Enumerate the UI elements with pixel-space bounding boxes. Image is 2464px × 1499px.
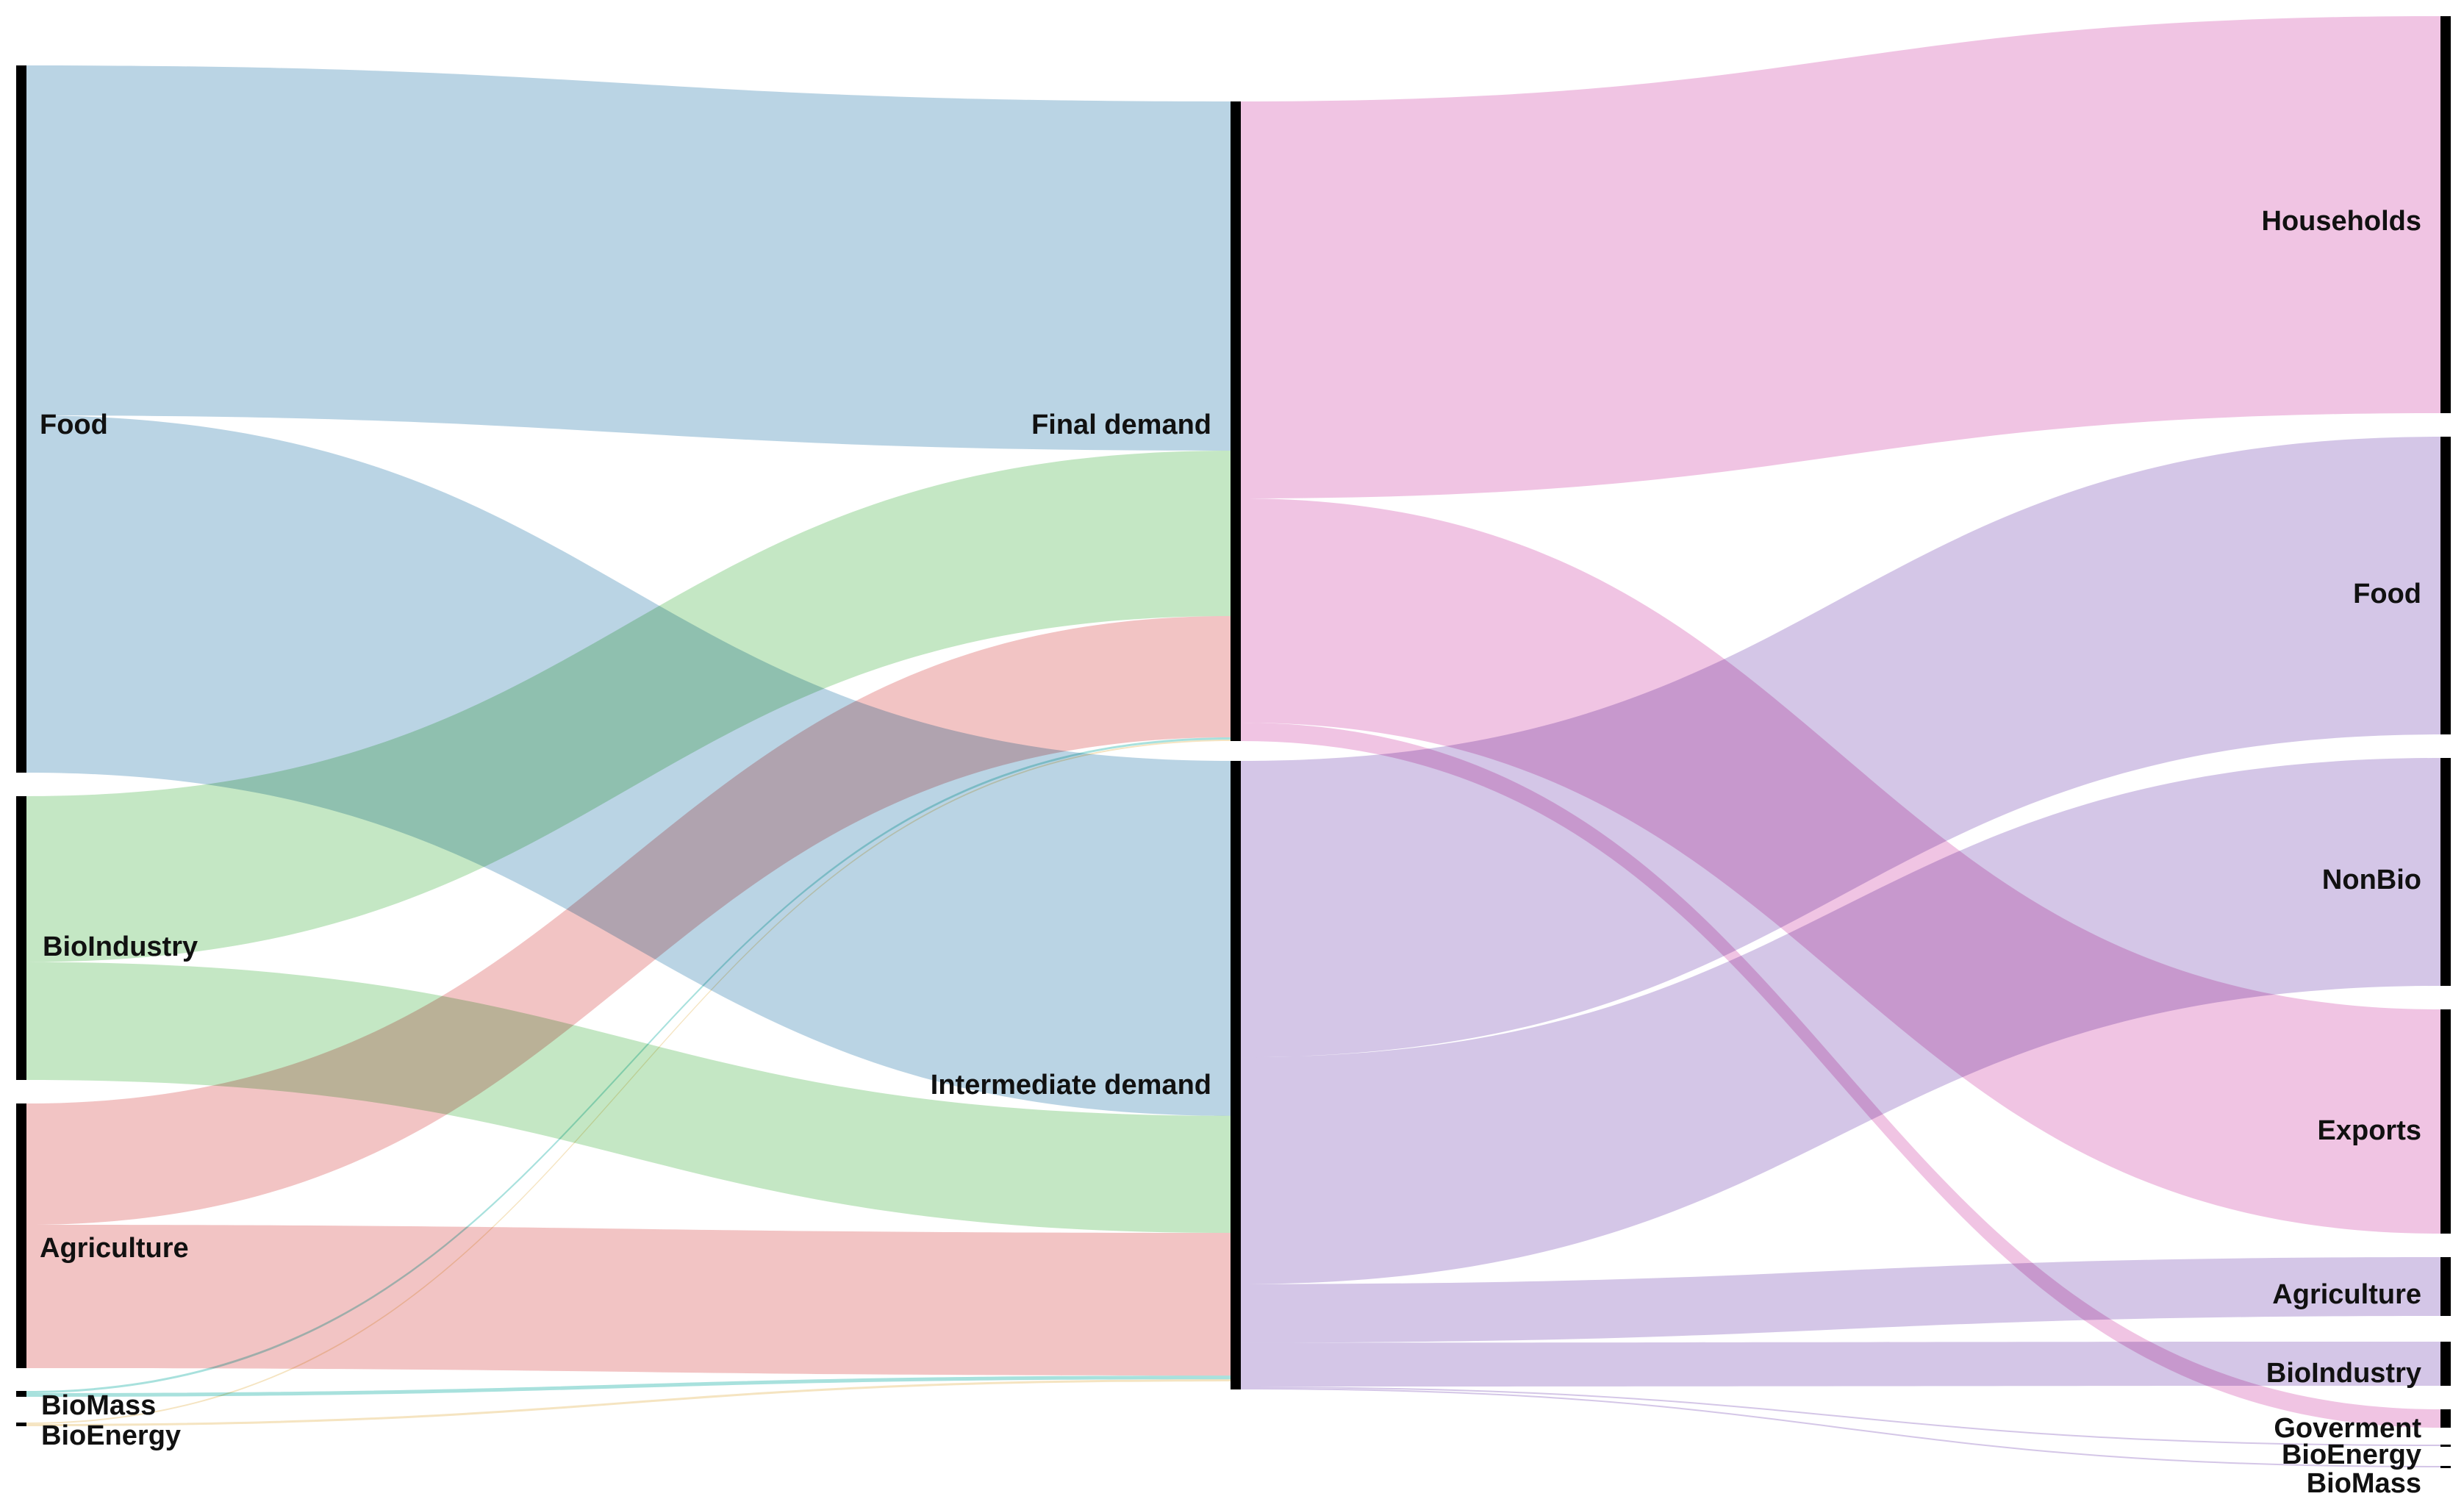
link-src-agriculture-to-mid-intermediate[interactable]	[26, 1225, 1231, 1376]
node-label-src-agriculture: Agriculture	[40, 1233, 189, 1264]
link-src-biomass-to-mid-final[interactable]	[26, 737, 1231, 1393]
node-bar-src-agriculture[interactable]	[16, 1103, 26, 1368]
node-label-dst-goverment: Goverment	[2274, 1413, 2421, 1444]
node-label-dst-exports: Exports	[2318, 1115, 2421, 1146]
nodes-layer	[16, 16, 2451, 1468]
node-bar-dst-biomass[interactable]	[2440, 1466, 2451, 1468]
node-label-dst-biomass: BioMass	[2307, 1468, 2421, 1499]
link-mid-intermediate-to-dst-bioindustry[interactable]	[1241, 1342, 2440, 1387]
node-bar-dst-food[interactable]	[2440, 437, 2451, 734]
link-src-bioenergy-to-mid-final[interactable]	[26, 740, 1231, 1424]
node-bar-mid-intermediate[interactable]	[1231, 761, 1241, 1389]
node-bar-dst-households[interactable]	[2440, 16, 2451, 413]
link-mid-intermediate-to-dst-biomass[interactable]	[1241, 1388, 2440, 1467]
node-label-src-bioindustry: BioIndustry	[43, 931, 198, 962]
node-label-dst-agriculture: Agriculture	[2272, 1279, 2421, 1310]
link-mid-final-to-dst-households[interactable]	[1241, 16, 2440, 498]
node-bar-src-biomass[interactable]	[16, 1391, 26, 1397]
link-src-bioindustry-to-mid-intermediate[interactable]	[26, 962, 1231, 1233]
node-bar-dst-nonbio[interactable]	[2440, 758, 2451, 986]
link-src-food-to-mid-final[interactable]	[26, 65, 1231, 451]
node-bar-src-bioenergy[interactable]	[16, 1423, 26, 1426]
link-mid-intermediate-to-dst-agriculture[interactable]	[1241, 1257, 2440, 1343]
node-label-dst-households: Households	[2262, 206, 2421, 237]
node-label-dst-nonbio: NonBio	[2322, 865, 2421, 895]
node-bar-src-food[interactable]	[16, 65, 26, 773]
link-mid-intermediate-to-dst-nonbio[interactable]	[1241, 758, 2440, 1284]
link-src-agriculture-to-mid-final[interactable]	[26, 616, 1231, 1225]
link-mid-intermediate-to-dst-food[interactable]	[1241, 437, 2440, 1058]
node-bar-dst-agriculture[interactable]	[2440, 1257, 2451, 1316]
link-src-bioindustry-to-mid-final[interactable]	[26, 451, 1231, 962]
node-label-src-food: Food	[40, 409, 108, 440]
link-src-bioenergy-to-mid-intermediate[interactable]	[26, 1379, 1231, 1426]
link-mid-intermediate-to-dst-bioenergy[interactable]	[1241, 1387, 2440, 1446]
node-label-dst-bioindustry: BioIndustry	[2266, 1358, 2421, 1389]
link-src-biomass-to-mid-intermediate[interactable]	[26, 1375, 1231, 1397]
labels-layer: FoodBioIndustryAgricultureBioMassBioEner…	[40, 206, 2421, 1499]
node-label-dst-bioenergy: BioEnergy	[2282, 1439, 2421, 1470]
node-label-mid-intermediate: Intermediate demand	[931, 1070, 1211, 1101]
node-bar-dst-bioindustry[interactable]	[2440, 1342, 2451, 1386]
node-label-src-bioenergy: BioEnergy	[41, 1420, 181, 1451]
node-label-src-biomass: BioMass	[41, 1390, 156, 1421]
node-bar-dst-goverment[interactable]	[2440, 1409, 2451, 1428]
node-label-mid-final: Final demand	[1031, 409, 1211, 440]
node-bar-dst-bioenergy[interactable]	[2440, 1445, 2451, 1447]
node-label-dst-food: Food	[2353, 579, 2421, 609]
links-layer	[26, 16, 2440, 1467]
node-bar-mid-final[interactable]	[1231, 101, 1241, 741]
node-bar-dst-exports[interactable]	[2440, 1009, 2451, 1234]
node-bar-src-bioindustry[interactable]	[16, 796, 26, 1080]
